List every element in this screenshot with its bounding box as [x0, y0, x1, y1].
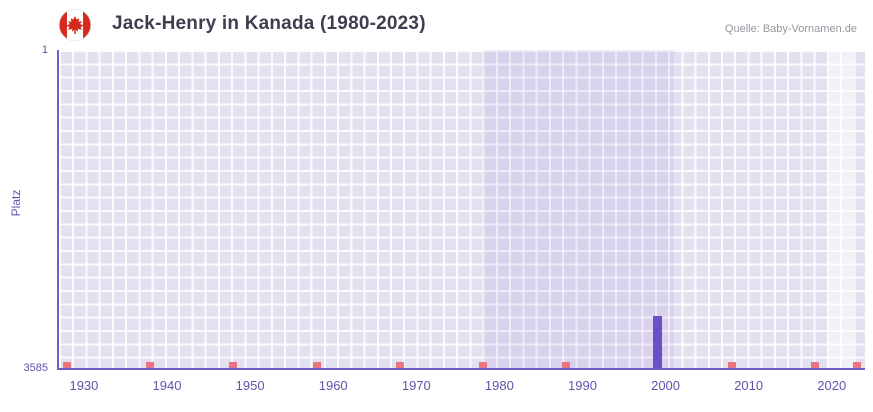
x-tick-label: 1970	[401, 378, 431, 393]
rank-bar[interactable]	[652, 316, 662, 368]
x-tick-label: 1960	[318, 378, 348, 393]
x-tick-label: 1940	[152, 378, 182, 393]
x-tick-label: 1930	[69, 378, 99, 393]
x-tick-label: 1950	[235, 378, 265, 393]
y-tick-label: 1	[41, 44, 48, 56]
highlight-band	[827, 50, 853, 368]
no-rank-marker	[811, 362, 820, 368]
no-rank-marker	[312, 362, 321, 368]
no-rank-marker	[728, 362, 737, 368]
no-rank-marker	[146, 362, 155, 368]
no-rank-marker	[229, 362, 238, 368]
maple-leaf-icon	[66, 16, 84, 34]
plot-area	[57, 50, 865, 370]
x-tick-label: 2020	[817, 378, 847, 393]
x-tick-label: 1980	[484, 378, 514, 393]
no-rank-marker	[561, 362, 570, 368]
x-tick-label: 1990	[568, 378, 597, 393]
source-credit: Quelle: Baby-Vornamen.de	[724, 23, 857, 35]
no-rank-marker	[63, 362, 72, 368]
x-tick-label: 2000	[651, 378, 681, 393]
canada-flag-art	[58, 8, 92, 42]
canada-flag-icon	[58, 8, 92, 42]
no-rank-marker	[852, 362, 861, 368]
x-tick-label: 2010	[734, 378, 764, 393]
chart-title: Jack-Henry in Kanada (1980-2023)	[112, 13, 426, 34]
no-rank-marker	[395, 362, 404, 368]
y-axis-title: Platz	[9, 189, 23, 217]
y-tick-label: 3585	[23, 362, 48, 374]
no-rank-marker	[478, 362, 487, 368]
highlight-band	[482, 50, 674, 368]
